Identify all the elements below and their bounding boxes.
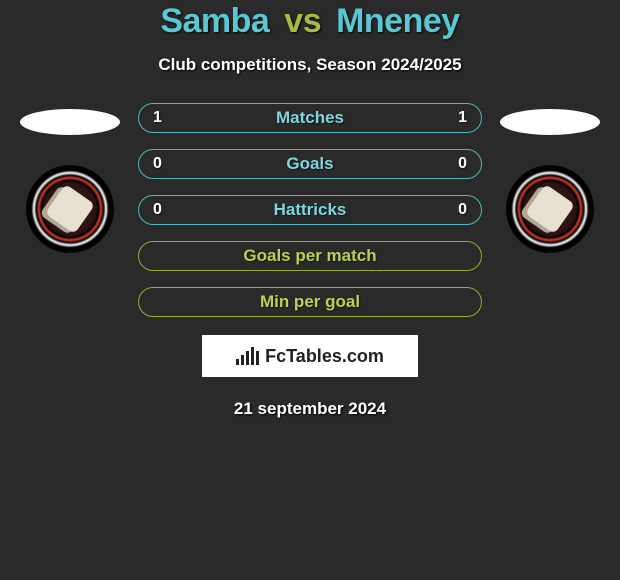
right-crest <box>506 165 594 253</box>
stat-left-value: 0 <box>153 155 162 173</box>
left-flag <box>20 109 120 135</box>
main-content: 1 Matches 1 0 Goals 0 0 Hattricks 0 Goals per mat… <box>0 103 620 317</box>
stat-row: Min per goal <box>138 287 482 317</box>
stat-label: Goals <box>286 154 333 174</box>
stat-row: 0 Hattricks 0 <box>138 195 482 225</box>
brand-bars-icon <box>236 347 259 365</box>
brand-box[interactable]: FcTables.com <box>202 335 418 377</box>
stat-row: 1 Matches 1 <box>138 103 482 133</box>
left-side <box>20 103 120 253</box>
stat-row: Goals per match <box>138 241 482 271</box>
player2-name: Mneney <box>336 2 460 40</box>
title-vs: vs <box>284 2 321 40</box>
right-flag <box>500 109 600 135</box>
stat-left-value: 0 <box>153 201 162 219</box>
page-title: Samba vs Mneney <box>0 2 620 41</box>
stat-label: Hattricks <box>274 200 347 220</box>
player1-name: Samba <box>160 2 269 40</box>
subtitle: Club competitions, Season 2024/2025 <box>0 55 620 75</box>
stat-row: 0 Goals 0 <box>138 149 482 179</box>
left-crest <box>26 165 114 253</box>
stat-label: Min per goal <box>260 292 360 312</box>
stat-label: Goals per match <box>243 246 376 266</box>
stat-right-value: 1 <box>458 109 467 127</box>
stat-label: Matches <box>276 108 344 128</box>
stat-left-value: 1 <box>153 109 162 127</box>
stats-panel: 1 Matches 1 0 Goals 0 0 Hattricks 0 Goals per mat… <box>138 103 482 317</box>
brand-text: FcTables.com <box>265 346 384 367</box>
stat-right-value: 0 <box>458 201 467 219</box>
stat-right-value: 0 <box>458 155 467 173</box>
right-side <box>500 103 600 253</box>
date-text: 21 september 2024 <box>0 399 620 419</box>
